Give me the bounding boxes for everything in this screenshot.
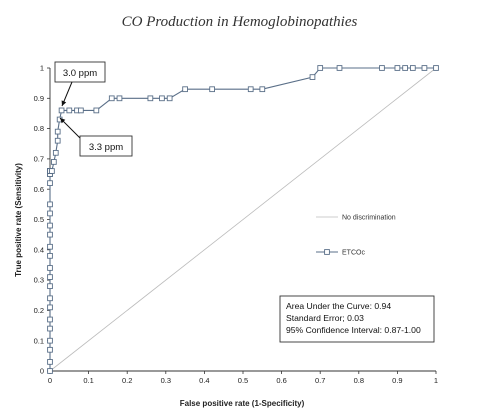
legend-label-no-discrimination: No discrimination [342, 215, 396, 222]
etcoc-point [54, 137, 61, 144]
x-tick-label: 1 [434, 376, 438, 385]
x-tick-label: 0.6 [276, 376, 286, 385]
etcoc-point [116, 95, 123, 102]
page-title: CO Production in Hemoglobinopathies [121, 14, 358, 30]
etcoc-point [52, 149, 59, 156]
y-tick-label: 0.1 [34, 336, 44, 345]
etcoc-point [47, 265, 53, 271]
y-tick-label: 0.4 [34, 245, 44, 254]
y-tick-label: 0 [40, 367, 44, 376]
etcoc-point [247, 86, 254, 93]
annotation-label: 3.0 ppm [63, 68, 97, 79]
etcoc-point [317, 65, 324, 71]
stats-line: Standard Error; 0.03 [286, 313, 364, 323]
y-tick-label: 0.6 [34, 185, 44, 194]
etcoc-point [47, 337, 53, 344]
etcoc-point [47, 243, 53, 250]
annotation-arrowhead [61, 100, 67, 106]
x-tick-label: 0 [48, 376, 52, 385]
x-tick-label: 0.8 [354, 376, 364, 385]
etcoc-point [47, 325, 53, 332]
x-tick-label: 0.7 [315, 376, 325, 385]
etcoc-point [421, 65, 428, 71]
x-tick-label: 0.5 [238, 376, 248, 385]
etcoc-point [379, 65, 385, 71]
y-tick-label: 0.9 [34, 94, 44, 103]
annotation-arrowhead [60, 118, 66, 124]
annotation-label: 3.3 ppm [89, 142, 123, 153]
etcoc-point [402, 65, 408, 71]
etcoc-point [47, 231, 53, 238]
stats-box-frame [279, 295, 435, 343]
y-tick-label: 0.7 [34, 155, 44, 164]
legend: No discrimination ETCOc [316, 215, 396, 257]
etcoc-point [49, 168, 55, 174]
etcoc-point [47, 222, 53, 229]
etcoc-point [47, 295, 53, 302]
etcoc-point [47, 359, 53, 365]
etcoc-point [108, 95, 115, 102]
etcoc-point [147, 95, 154, 102]
etcoc-point [259, 86, 266, 93]
etcoc-point [47, 274, 53, 280]
etcoc-point [409, 65, 416, 71]
etcoc-point [47, 201, 53, 208]
stats-box: Area Under the Curve: 0.94 Standard Error… [279, 295, 435, 343]
etcoc-point [47, 368, 53, 374]
etcoc-point [54, 128, 61, 135]
y-tick-label: 0.2 [34, 306, 44, 315]
legend-label-etcoc: ETCOc [342, 250, 365, 257]
etcoc-point [433, 65, 439, 71]
etcoc-point [394, 65, 401, 71]
etcoc-point [78, 107, 84, 114]
stats-line: 95% Confidence Interval: 0.87-1.00 [286, 325, 421, 335]
etcoc-point [309, 74, 316, 80]
no-discrimination-line [49, 67, 437, 372]
x-tick-label: 0.3 [161, 376, 171, 385]
stats-line: Area Under the Curve: 0.94 [286, 301, 391, 311]
axes: 0 0.1 0.2 0.3 0.4 0.5 0.6 0.7 0.8 0.9 1 0 0.1 0.2 0.3 0… [34, 64, 439, 385]
x-tick-label: 0.2 [122, 376, 132, 385]
x-tick-label: 0.1 [83, 376, 93, 385]
etcoc-point [58, 107, 65, 114]
x-tick-label: 0.9 [392, 376, 402, 385]
etcoc-point [336, 65, 343, 71]
x-axis-label: False positive rate (1-Specificity) [180, 399, 305, 408]
y-tick-label: 0.8 [34, 124, 44, 133]
annotations: 3.0 ppm 3.3 ppm [54, 61, 133, 157]
etcoc-point [51, 159, 57, 165]
etcoc-point [66, 107, 73, 114]
y-tick-label: 1 [40, 64, 44, 73]
etcoc-point [47, 346, 53, 353]
etcoc-point [182, 86, 188, 93]
y-tick-label: 0.3 [34, 276, 44, 285]
etcoc-point [47, 253, 53, 259]
annotation-box [54, 61, 106, 83]
etcoc-point [47, 180, 53, 186]
y-tick-label: 0.5 [34, 215, 44, 224]
annotation-box [79, 135, 133, 157]
etcoc-point [166, 95, 173, 102]
etcoc-point [47, 210, 53, 217]
x-tick-label: 0.4 [199, 376, 209, 385]
etcoc-point [159, 95, 165, 102]
etcoc-point [47, 283, 53, 290]
etcoc-point [47, 304, 53, 311]
markers-layer [47, 65, 439, 374]
legend-marker-etcoc [324, 249, 330, 255]
etcoc-point [47, 316, 53, 323]
etcoc-point [93, 107, 100, 114]
y-axis-label: True positive rate (Sensitivity) [14, 163, 23, 277]
etcoc-point [209, 86, 215, 93]
